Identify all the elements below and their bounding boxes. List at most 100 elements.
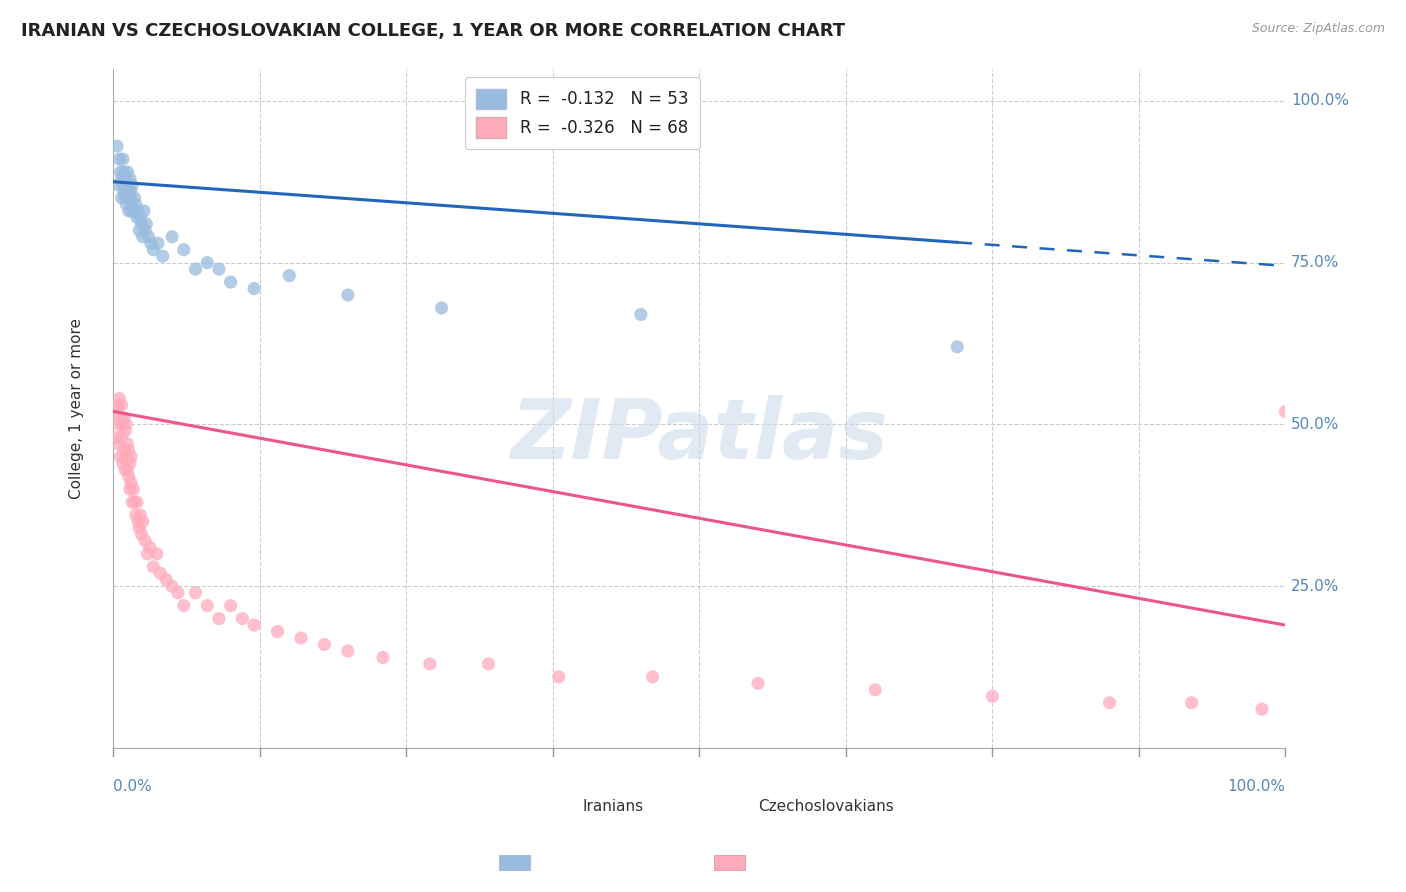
Point (112, 411, 135, 425)
Point (863, 682, 886, 697)
Point (117, 185, 139, 199)
Point (114, 424, 136, 438)
Point (125, 495, 148, 509)
Point (195, 255, 218, 269)
Point (184, 262, 207, 277)
Point (125, 508, 148, 522)
Point (118, 443, 141, 458)
Point (1274, 404, 1296, 418)
Point (112, 443, 135, 458)
Point (125, 197, 148, 211)
Point (111, 171, 134, 186)
Point (120, 450, 142, 464)
Point (104, 430, 127, 444)
Point (266, 624, 288, 639)
Point (105, 404, 128, 418)
Point (243, 618, 266, 632)
Point (641, 670, 664, 684)
Text: College, 1 year or more: College, 1 year or more (69, 318, 84, 499)
Point (195, 599, 218, 613)
Point (115, 178, 138, 192)
Point (184, 585, 207, 599)
Point (132, 203, 155, 218)
Point (630, 308, 652, 322)
Point (747, 676, 769, 690)
Point (208, 262, 231, 277)
Point (110, 450, 132, 464)
Point (111, 430, 134, 444)
Point (111, 456, 134, 470)
Point (243, 281, 266, 295)
Point (121, 495, 143, 509)
Point (125, 211, 148, 225)
Point (120, 475, 142, 490)
Point (160, 579, 183, 593)
Point (118, 482, 141, 496)
Point (121, 178, 143, 192)
Point (146, 236, 169, 251)
Point (120, 203, 142, 218)
Point (128, 223, 150, 237)
Point (146, 547, 169, 561)
Point (117, 463, 139, 477)
Text: 75.0%: 75.0% (1291, 255, 1340, 270)
Point (115, 450, 138, 464)
Text: Czechoslovakians: Czechoslovakians (758, 799, 894, 814)
Text: 0.0%: 0.0% (114, 779, 152, 794)
Point (173, 243, 195, 257)
Point (1181, 696, 1204, 710)
Point (167, 585, 190, 599)
Point (152, 249, 174, 263)
Point (120, 185, 142, 199)
Point (118, 456, 141, 470)
Point (134, 223, 156, 237)
Point (208, 612, 231, 626)
Point (131, 527, 153, 541)
Point (118, 171, 141, 186)
Point (110, 411, 132, 425)
Point (278, 268, 301, 283)
Point (134, 533, 156, 548)
Text: 25.0%: 25.0% (1291, 579, 1340, 594)
Point (129, 508, 152, 522)
Point (114, 463, 136, 477)
Point (290, 631, 312, 645)
Point (371, 650, 394, 665)
Point (112, 165, 135, 179)
Point (111, 417, 134, 432)
Point (117, 437, 139, 451)
Point (132, 515, 155, 529)
Point (138, 229, 160, 244)
Point (127, 203, 149, 218)
Point (111, 152, 134, 166)
Point (231, 612, 253, 626)
Text: 100.0%: 100.0% (1227, 779, 1285, 794)
Point (111, 191, 134, 205)
Point (122, 203, 145, 218)
Point (121, 197, 143, 211)
Text: ZIPatlas: ZIPatlas (510, 395, 889, 476)
Point (108, 152, 131, 166)
Point (107, 398, 129, 412)
Point (118, 469, 141, 483)
Point (118, 191, 141, 205)
Point (124, 191, 146, 205)
Point (547, 670, 569, 684)
Point (173, 599, 195, 613)
Point (219, 275, 242, 289)
Point (419, 657, 441, 671)
Point (981, 690, 1004, 704)
Point (135, 217, 157, 231)
Point (122, 482, 145, 496)
Point (314, 638, 336, 652)
Point (114, 171, 136, 186)
Point (336, 288, 359, 302)
Point (105, 139, 128, 153)
Point (127, 515, 149, 529)
Point (430, 301, 453, 315)
Point (139, 541, 162, 555)
Point (107, 178, 129, 192)
Point (117, 165, 139, 179)
Legend: R =  -0.132   N = 53, R =  -0.326   N = 68: R = -0.132 N = 53, R = -0.326 N = 68 (464, 77, 700, 149)
Point (112, 185, 135, 199)
